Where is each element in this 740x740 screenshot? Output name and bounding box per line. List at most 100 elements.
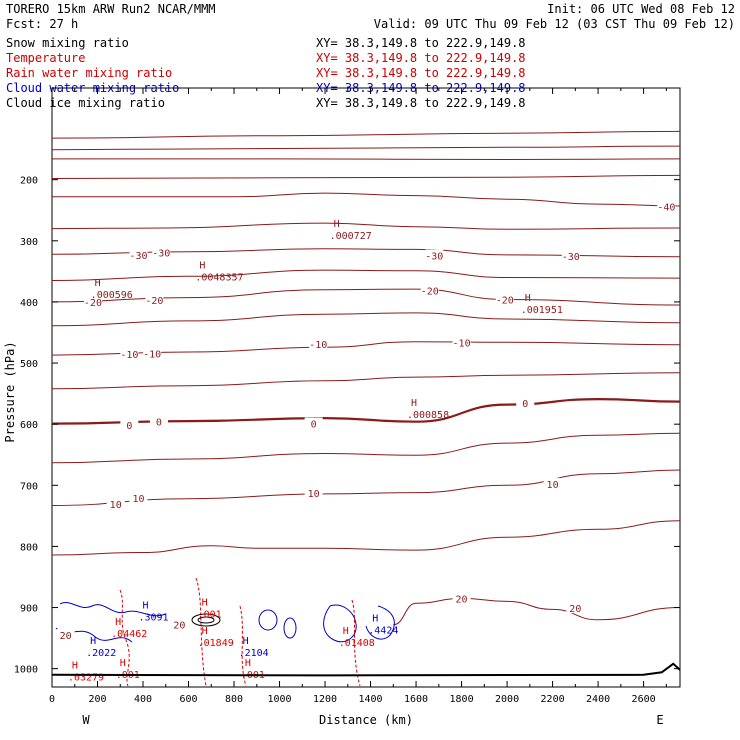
isotherm-label-bg [145,294,164,306]
maximum-value: .2104 [239,648,269,659]
x-tick-label: 1600 [404,694,428,705]
isotherm-label-bg [149,415,168,427]
legend-xy-rain: XY= 38.3,149.8 to 222.9,149.8 [316,66,526,80]
isotherm-layer [51,130,681,626]
maximum-marker: H [243,636,249,647]
x-tick-label: 1000 [267,694,291,705]
isotherm-line [51,158,681,161]
y-tick-label: 300 [20,237,38,248]
isotherm-label: 10 [308,489,320,500]
isotherm-line [51,341,681,356]
isotherm-line [51,397,681,425]
isotherm-label-bg [309,338,328,350]
isotherm-label: 10 [132,494,144,505]
maximum-marker: H [372,613,378,624]
isotherm-line [51,520,681,556]
maximum-marker: H [120,658,126,669]
maximum-marker: H [202,626,208,637]
isotherm-line [51,145,681,151]
cloud-water-contour [323,604,357,643]
axes-layer: 0 200 400 600 800 1000 1200 1400 1600 1800 2000 220… [14,88,680,705]
isotherm-label-bg [543,478,562,490]
legend-xy-temperature: XY= 38.3,149.8 to 222.9,149.8 [316,51,526,65]
isotherm-line [51,372,681,390]
maximum-marker: H [115,617,121,628]
ground-line [51,662,681,677]
maximum-value: .000596 [91,290,133,301]
maximum-marker: H [90,636,96,647]
maximum-value: .3091 [138,613,168,624]
isotherm-label: -20 [496,295,514,306]
isotherm-label: -10 [143,349,161,360]
isotherm-label: 20 [569,604,581,615]
isotherm-label-bg [516,396,535,408]
y-tick-label: 200 [20,176,38,187]
isotherm-label: 10 [110,500,122,511]
maximum-marker: H [245,658,251,669]
model-title: TORERO 15km ARW Run2 NCAR/MMM [6,2,216,16]
isotherm-label: -10 [120,350,138,361]
isotherm-label-bg [657,200,676,212]
west-label: W [82,713,90,727]
x-tick-label: 1800 [450,694,474,705]
y-axis-label: Pressure (hPa) [3,341,17,442]
plot-frame [51,87,681,688]
isotherm-label-bg [420,284,439,296]
isotherm-label-bg [120,347,139,359]
legend-label-cloud-ice: Cloud ice mixing ratio [6,96,165,110]
x-tick-label: 400 [134,694,152,705]
maximum-value: .001 [198,609,222,620]
maximum-value: .000727 [330,231,372,242]
isotherm-label: 20 [173,621,185,632]
maximum-marker: H [411,398,417,409]
isotherm-line [51,469,681,506]
isotherm-label-bg [152,246,171,258]
maximum-marker: H [199,261,205,272]
isotherm-label: -20 [421,286,439,297]
isotherm-label: -30 [129,251,147,262]
isotherm-label: -30 [562,252,580,263]
isotherm-label: 0 [126,421,132,432]
cloud-water-contour [283,617,297,639]
y-tick-label: 900 [20,604,38,615]
maximum-value: .01408 [339,638,375,649]
isotherm-label-bg [106,498,125,510]
rain-contour [195,577,207,687]
y-tick-label: 800 [20,542,38,553]
cloud-water-contour [258,609,278,631]
isotherm-line [51,174,681,179]
isotherm-label: 10 [547,480,559,491]
legend-xy-snow: XY= 38.3,149.8 to 222.9,149.8 [316,36,526,50]
isotherm-label-bg [143,347,162,359]
x-tick-label: 2000 [495,694,519,705]
x-axis-label: Distance (km) [319,713,413,727]
legend-label-snow: Snow mixing ratio [6,36,129,50]
maximum-value: .0048357 [195,273,243,284]
legend-xy-cloud-ice: XY= 38.3,149.8 to 222.9,149.8 [316,96,526,110]
maximum-marker: H [142,601,148,612]
isotherm-label: 0 [311,420,317,431]
isotherm-label-bg [452,592,471,604]
x-tick-label: 800 [225,694,243,705]
east-label: E [656,713,663,727]
label-layer: -40 -30 -30 -30 -30 -20 -20 -20 -20 -10 -10 -10 -10 0… [56,200,676,683]
x-tick-label: 2600 [632,694,656,705]
cloud-water-contour [59,602,167,617]
isotherm-label-bg [566,602,585,614]
y-tick-label: 500 [20,359,38,370]
legend-label-temperature: Temperature [6,51,85,65]
cloud-water-contour [365,605,395,640]
isotherm-line [51,130,681,139]
ground-layer [51,662,681,677]
isotherm-label-bg [425,249,444,261]
maximum-marker: H [343,626,349,637]
maximum-value: .001951 [521,305,563,316]
maximum-value: .4424 [368,625,398,636]
y-tick-label: 700 [20,481,38,492]
maximum-marker: H [525,293,531,304]
isotherm-label: 0 [156,418,162,429]
isotherm-label-bg [304,417,323,429]
isotherm-label-bg [83,295,102,307]
y-tick-label: 600 [20,420,38,431]
